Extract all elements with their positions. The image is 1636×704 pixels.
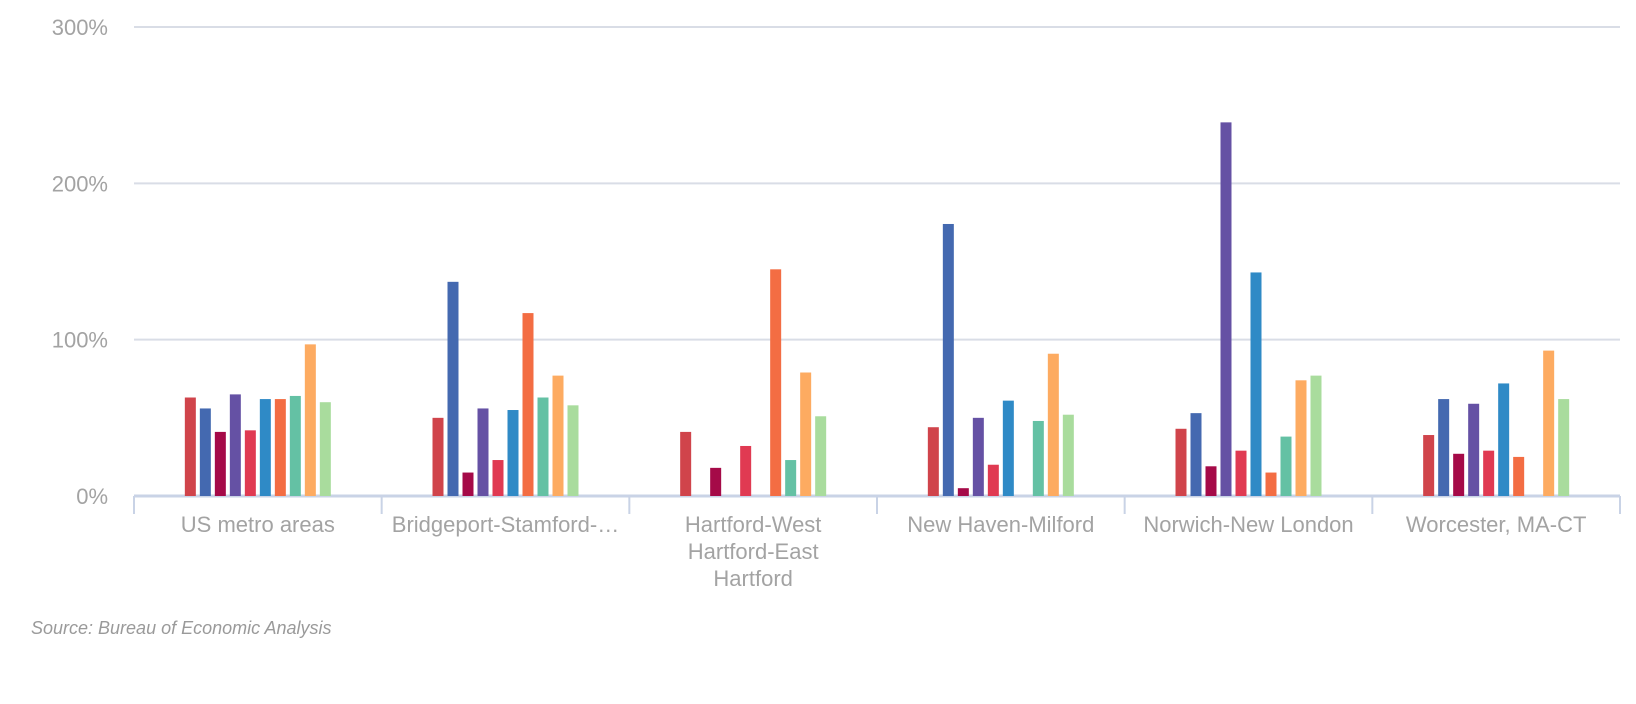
bar [1498,383,1510,496]
x-category-label: Worcester, MA-CT [1406,512,1587,537]
bar [552,375,564,496]
bar [987,464,999,496]
bars [184,122,1570,497]
bar [1190,413,1202,496]
x-axis [133,494,1621,514]
bar [1047,353,1059,496]
x-axis-category-labels: US metro areas Bridgeport-Stamford-… Hartf… [181,512,1587,591]
bar [1280,436,1292,496]
bar [537,397,549,496]
bar [1468,403,1480,496]
bar [1438,399,1450,496]
bar [1513,456,1525,496]
bar [1543,350,1555,496]
bar [972,417,984,496]
bar [927,427,939,496]
bar [785,460,797,496]
x-category-label: Bridgeport-Stamford-… [392,512,619,537]
bar [1558,399,1570,496]
y-axis-tick-labels: 0% 100% 200% 300% [52,15,108,509]
bar [184,397,196,496]
bar [432,417,444,496]
bar [800,372,812,496]
bar [229,394,241,496]
x-category-label: Hartford-West [685,512,822,537]
bar [1205,466,1217,496]
bar [492,460,504,496]
bar [1220,122,1232,496]
bar [477,408,489,496]
x-category-label: Norwich-New London [1143,512,1353,537]
bar [1175,428,1187,496]
bar [1002,400,1014,496]
bar [1235,450,1247,496]
bar [289,395,301,496]
bar [1032,420,1044,496]
bar [244,430,256,496]
y-tick-label: 100% [52,328,108,353]
x-category-label: Hartford [713,566,792,591]
bar [462,472,474,496]
bar [942,223,954,497]
bar [1250,272,1262,496]
bar [274,399,286,496]
bar [1310,375,1322,496]
bar [1265,472,1277,496]
bar [319,402,331,496]
bar [815,416,827,496]
bar [304,344,316,496]
bar [447,281,459,496]
x-category-label: US metro areas [181,512,335,537]
bar [710,467,722,496]
y-tick-label: 200% [52,171,108,196]
bar [507,410,519,496]
bar [1062,414,1074,496]
bar [214,431,226,496]
x-category-label: New Haven-Milford [907,512,1094,537]
bar [770,269,782,496]
bar [1295,380,1307,496]
bar [567,405,579,496]
source-note: Source: Bureau of Economic Analysis [31,618,332,638]
bar [1483,450,1495,496]
y-tick-label: 300% [52,15,108,40]
x-category-label: Hartford-East [688,539,819,564]
bar [199,408,211,496]
bar [740,445,752,496]
bar [522,313,534,496]
bar [1423,435,1435,496]
bar [259,399,271,496]
bar [957,488,969,496]
bar [1453,453,1465,496]
bar [680,431,692,496]
y-tick-label: 0% [76,484,108,509]
gridlines [134,26,1620,341]
